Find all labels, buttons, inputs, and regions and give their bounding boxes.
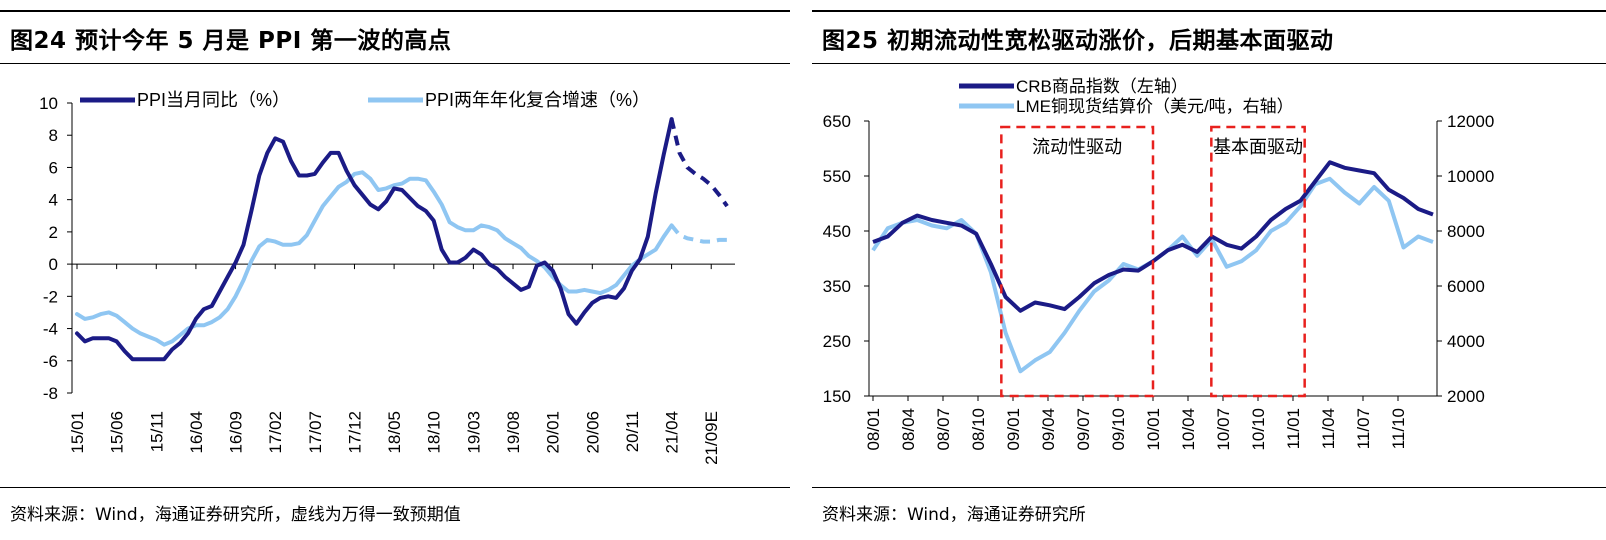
x-tick-label: 20/01 (544, 411, 563, 454)
x-tick-label: 11/01 (1284, 408, 1303, 449)
x-tick-label: 10/07 (1214, 408, 1233, 451)
x-tick-label: 17/02 (266, 411, 285, 454)
series-forecast-line (669, 118, 729, 208)
series-forecast-line (670, 224, 728, 244)
left-y-tick-label: 350 (823, 277, 851, 296)
y-tick-label: 4 (49, 191, 58, 210)
x-tick-label: 09/04 (1039, 408, 1058, 451)
x-tick-label: 11/10 (1389, 408, 1408, 449)
y-tick-label: -2 (43, 287, 58, 306)
y-tick-label: 8 (49, 126, 58, 145)
right-y-tick-label: 2000 (1447, 387, 1485, 406)
annotation-label: 基本面驱动 (1213, 137, 1303, 157)
top-rule (812, 10, 1606, 12)
source-rule (0, 487, 790, 488)
ppi-line-chart: -8 -6 -4 -2 0 2 4 6 8 10 15/01 15/06 15/11 16/04 16/09… (39, 90, 735, 465)
x-tick-label: 15/06 (108, 411, 127, 454)
chart-title: 图25 初期流动性宽松驱动涨价，后期基本面驱动 (822, 28, 1334, 54)
source-note: 资料来源：Wind，海通证券研究所 (822, 505, 1086, 525)
legend-label: PPI两年年化复合增速（%） (425, 90, 650, 110)
series-line (75, 117, 674, 362)
x-tick-label: 09/10 (1109, 408, 1128, 451)
x-tick-label: 10/01 (1144, 408, 1163, 451)
legend-label: CRB商品指数（左轴） (1016, 77, 1188, 96)
left-y-tick-label: 250 (823, 332, 851, 351)
chart-title: 图24 预计今年 5 月是 PPI 第一波的高点 (10, 28, 452, 54)
right-y-tick-label: 4000 (1447, 332, 1485, 351)
right-y-tick-label: 10000 (1447, 167, 1494, 186)
title-rule (812, 63, 1606, 64)
x-tick-label: 19/08 (504, 411, 523, 454)
x-tick-label: 11/07 (1354, 408, 1373, 449)
left-chart-panel: 图24 预计今年 5 月是 PPI 第一波的高点 -8 -6 -4 -2 0 2 4 6 8 10… (0, 0, 790, 540)
left-y-tick-label: 150 (823, 387, 851, 406)
x-tick-label: 09/01 (1004, 408, 1023, 451)
x-tick-label: 11/04 (1319, 408, 1338, 449)
y-tick-label: -6 (43, 352, 58, 371)
x-tick-label: 18/05 (385, 411, 404, 454)
crb-lme-line-chart: 150 250 350 450 550 650 2000 4000 6000 8000 10000 1… (823, 77, 1495, 451)
x-tick-label: 21/04 (663, 411, 682, 454)
x-tick-label: 09/07 (1074, 408, 1093, 451)
y-tick-label: -4 (43, 320, 58, 339)
x-tick-label: 19/03 (464, 411, 483, 454)
right-y-tick-label: 8000 (1447, 222, 1485, 241)
left-y-tick-label: 450 (823, 222, 851, 241)
x-tick-label: 15/11 (147, 411, 166, 452)
x-tick-label: 17/07 (306, 411, 325, 454)
x-tick-label: 15/01 (68, 411, 87, 454)
annotation-label: 流动性驱动 (1032, 137, 1122, 157)
x-tick-label: 08/10 (969, 408, 988, 451)
x-tick-label: 16/04 (187, 411, 206, 454)
x-tick-label: 08/07 (934, 408, 953, 451)
series-line (75, 170, 674, 347)
x-tick-label: 16/09 (227, 411, 246, 454)
x-tick-label: 17/12 (345, 411, 364, 454)
x-tick-label: 21/09E (702, 411, 721, 465)
left-y-tick-label: 650 (823, 112, 851, 131)
annotation-box (1210, 125, 1306, 398)
x-tick-label: 20/06 (583, 411, 602, 454)
source-note: 资料来源：Wind，海通证券研究所，虚线为万得一致预期值 (10, 505, 461, 525)
x-tick-label: 10/04 (1179, 408, 1198, 451)
right-y-tick-label: 12000 (1447, 112, 1494, 131)
x-tick-label: 08/01 (864, 408, 883, 451)
right-chart-panel: 图25 初期流动性宽松驱动涨价，后期基本面驱动 150 250 350 450 550 6… (812, 0, 1606, 540)
top-rule (0, 10, 790, 12)
x-tick-label: 10/10 (1249, 408, 1268, 451)
y-tick-label: -8 (43, 384, 58, 403)
y-tick-label: 2 (49, 223, 58, 242)
y-tick-label: 10 (39, 94, 58, 113)
title-rule (0, 63, 790, 64)
y-tick-label: 0 (49, 255, 58, 274)
legend-label: PPI当月同比（%） (137, 90, 290, 110)
x-tick-label: 20/11 (623, 411, 642, 452)
right-y-tick-label: 6000 (1447, 277, 1485, 296)
legend-label: LME铜现货结算价（美元/吨，右轴） (1016, 97, 1294, 116)
x-tick-label: 08/04 (899, 408, 918, 451)
annotation-box (1000, 125, 1155, 398)
x-tick-label: 18/10 (425, 411, 444, 454)
left-y-tick-label: 550 (823, 167, 851, 186)
y-tick-label: 6 (49, 158, 58, 177)
source-rule (812, 487, 1606, 488)
